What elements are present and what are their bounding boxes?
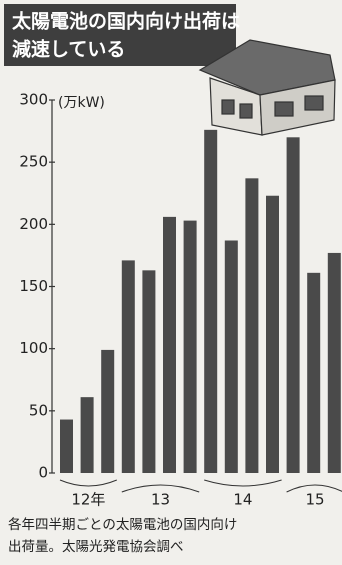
title-line: 減速している xyxy=(12,38,125,61)
bar xyxy=(204,130,217,473)
bar xyxy=(184,221,197,473)
title-line: 太陽電池の国内向け出荷は xyxy=(12,10,240,33)
x-group-label: 12年 xyxy=(71,491,105,509)
bar xyxy=(81,397,94,473)
x-group-label: 14 xyxy=(233,491,252,509)
note-line: 各年四半期ごとの太陽電池の国内向け xyxy=(8,517,237,533)
x-group-label: 15 xyxy=(305,491,324,509)
bar xyxy=(142,270,155,473)
bar xyxy=(60,420,73,473)
bar xyxy=(163,217,176,473)
bar xyxy=(307,273,320,473)
y-tick-label: 250 xyxy=(19,153,48,171)
x-group-label: 13 xyxy=(151,491,170,509)
bar xyxy=(101,350,114,473)
bar xyxy=(122,260,135,473)
unit-label: (万kW) xyxy=(58,95,105,111)
bar xyxy=(266,196,279,473)
bar xyxy=(225,240,238,473)
bar xyxy=(245,178,258,473)
chart: 太陽電池の国内向け出荷は 減速している (万kW) 各年四半期ごとの太陽電池の国… xyxy=(0,0,342,561)
bar xyxy=(287,137,300,473)
y-tick-label: 100 xyxy=(19,339,48,357)
y-tick-label: 0 xyxy=(38,464,48,482)
y-tick-label: 300 xyxy=(19,91,48,109)
bar xyxy=(328,253,341,473)
note-line: 出荷量。太陽光発電協会調べ xyxy=(8,539,184,555)
y-tick-label: 200 xyxy=(19,215,48,233)
y-tick-label: 50 xyxy=(29,401,48,419)
y-tick-label: 150 xyxy=(19,277,48,295)
